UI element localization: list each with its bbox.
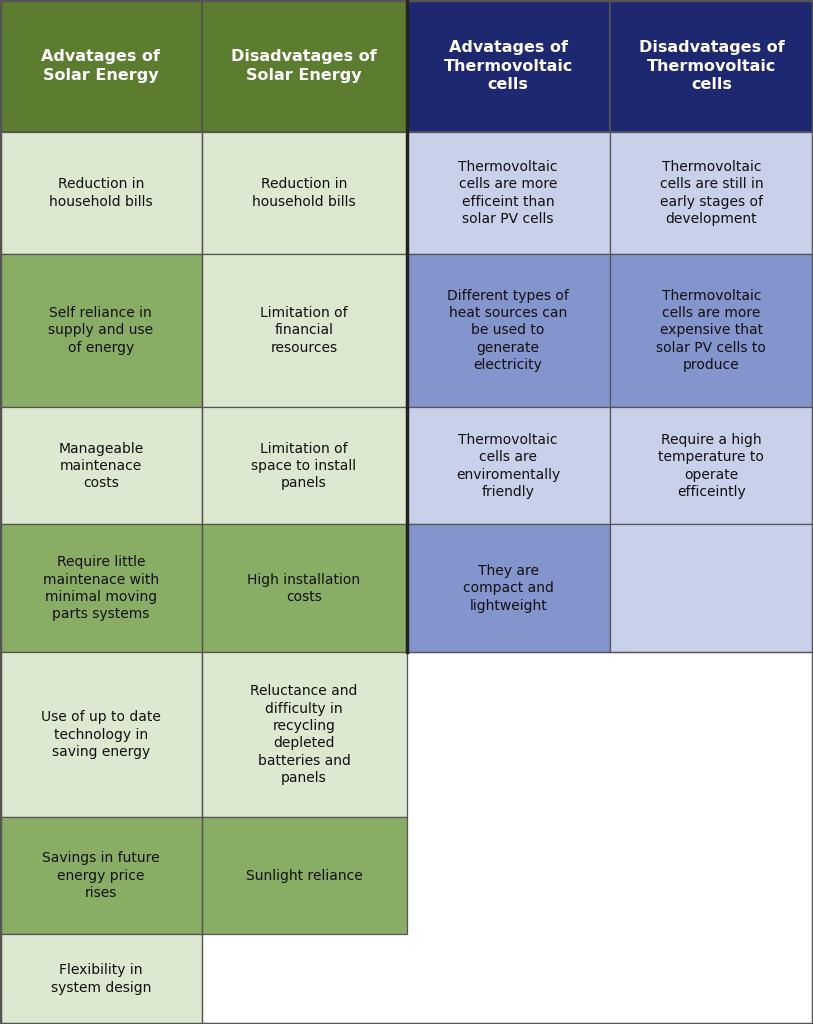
Text: Flexibility in
system design: Flexibility in system design: [50, 964, 151, 994]
Text: Thermovoltaic
cells are more
expensive that
solar PV cells to
produce: Thermovoltaic cells are more expensive t…: [656, 289, 767, 372]
Bar: [0, 524, 202, 652]
Text: Require little
maintenace with
minimal moving
parts systems: Require little maintenace with minimal m…: [43, 555, 159, 622]
Text: Reduction in
household bills: Reduction in household bills: [252, 177, 356, 209]
Bar: [202, 254, 406, 408]
Text: Self reliance in
supply and use
of energy: Self reliance in supply and use of energ…: [48, 306, 154, 354]
Bar: [0, 934, 202, 1024]
Bar: [0, 254, 202, 408]
Bar: [0, 132, 202, 254]
Text: Advatages of
Thermovoltaic
cells: Advatages of Thermovoltaic cells: [443, 40, 573, 92]
Text: Disadvatages of
Solar Energy: Disadvatages of Solar Energy: [231, 49, 377, 83]
Text: Advatages of
Solar Energy: Advatages of Solar Energy: [41, 49, 160, 83]
Text: Thermovoltaic
cells are still in
early stages of
development: Thermovoltaic cells are still in early s…: [659, 160, 763, 226]
Bar: [0, 817, 202, 934]
Bar: [0, 408, 202, 524]
Text: Reluctance and
difficulty in
recycling
depleted
batteries and
panels: Reluctance and difficulty in recycling d…: [250, 684, 358, 785]
Bar: [406, 254, 610, 408]
Bar: [202, 524, 406, 652]
Text: Limitation of
space to install
panels: Limitation of space to install panels: [251, 441, 357, 490]
Text: High installation
costs: High installation costs: [247, 572, 361, 604]
Text: They are
compact and
lightweight: They are compact and lightweight: [463, 564, 554, 612]
Bar: [202, 408, 406, 524]
Bar: [610, 0, 813, 132]
Bar: [610, 408, 813, 524]
Bar: [0, 652, 202, 817]
Bar: [610, 132, 813, 254]
Text: Reduction in
household bills: Reduction in household bills: [49, 177, 153, 209]
Bar: [406, 132, 610, 254]
Bar: [406, 0, 610, 132]
Text: Limitation of
financial
resources: Limitation of financial resources: [260, 306, 348, 354]
Text: Thermovoltaic
cells are
enviromentally
friendly: Thermovoltaic cells are enviromentally f…: [456, 433, 560, 499]
Bar: [610, 254, 813, 408]
Bar: [202, 817, 406, 934]
Bar: [0, 0, 202, 132]
Bar: [406, 408, 610, 524]
Bar: [406, 524, 610, 652]
Text: Manageable
maintenace
costs: Manageable maintenace costs: [59, 441, 143, 490]
Bar: [202, 132, 406, 254]
Text: Require a high
temperature to
operate
efficeintly: Require a high temperature to operate ef…: [659, 433, 764, 499]
Text: Sunlight reliance: Sunlight reliance: [246, 868, 363, 883]
Text: Use of up to date
technology in
saving energy: Use of up to date technology in saving e…: [41, 711, 161, 759]
Text: Savings in future
energy price
rises: Savings in future energy price rises: [42, 851, 159, 900]
Bar: [202, 652, 406, 817]
Bar: [610, 524, 813, 652]
Bar: [202, 0, 406, 132]
Text: Different types of
heat sources can
be used to
generate
electricity: Different types of heat sources can be u…: [447, 289, 569, 372]
Text: Disadvatages of
Thermovoltaic
cells: Disadvatages of Thermovoltaic cells: [638, 40, 785, 92]
Text: Thermovoltaic
cells are more
efficeint than
solar PV cells: Thermovoltaic cells are more efficeint t…: [459, 160, 558, 226]
